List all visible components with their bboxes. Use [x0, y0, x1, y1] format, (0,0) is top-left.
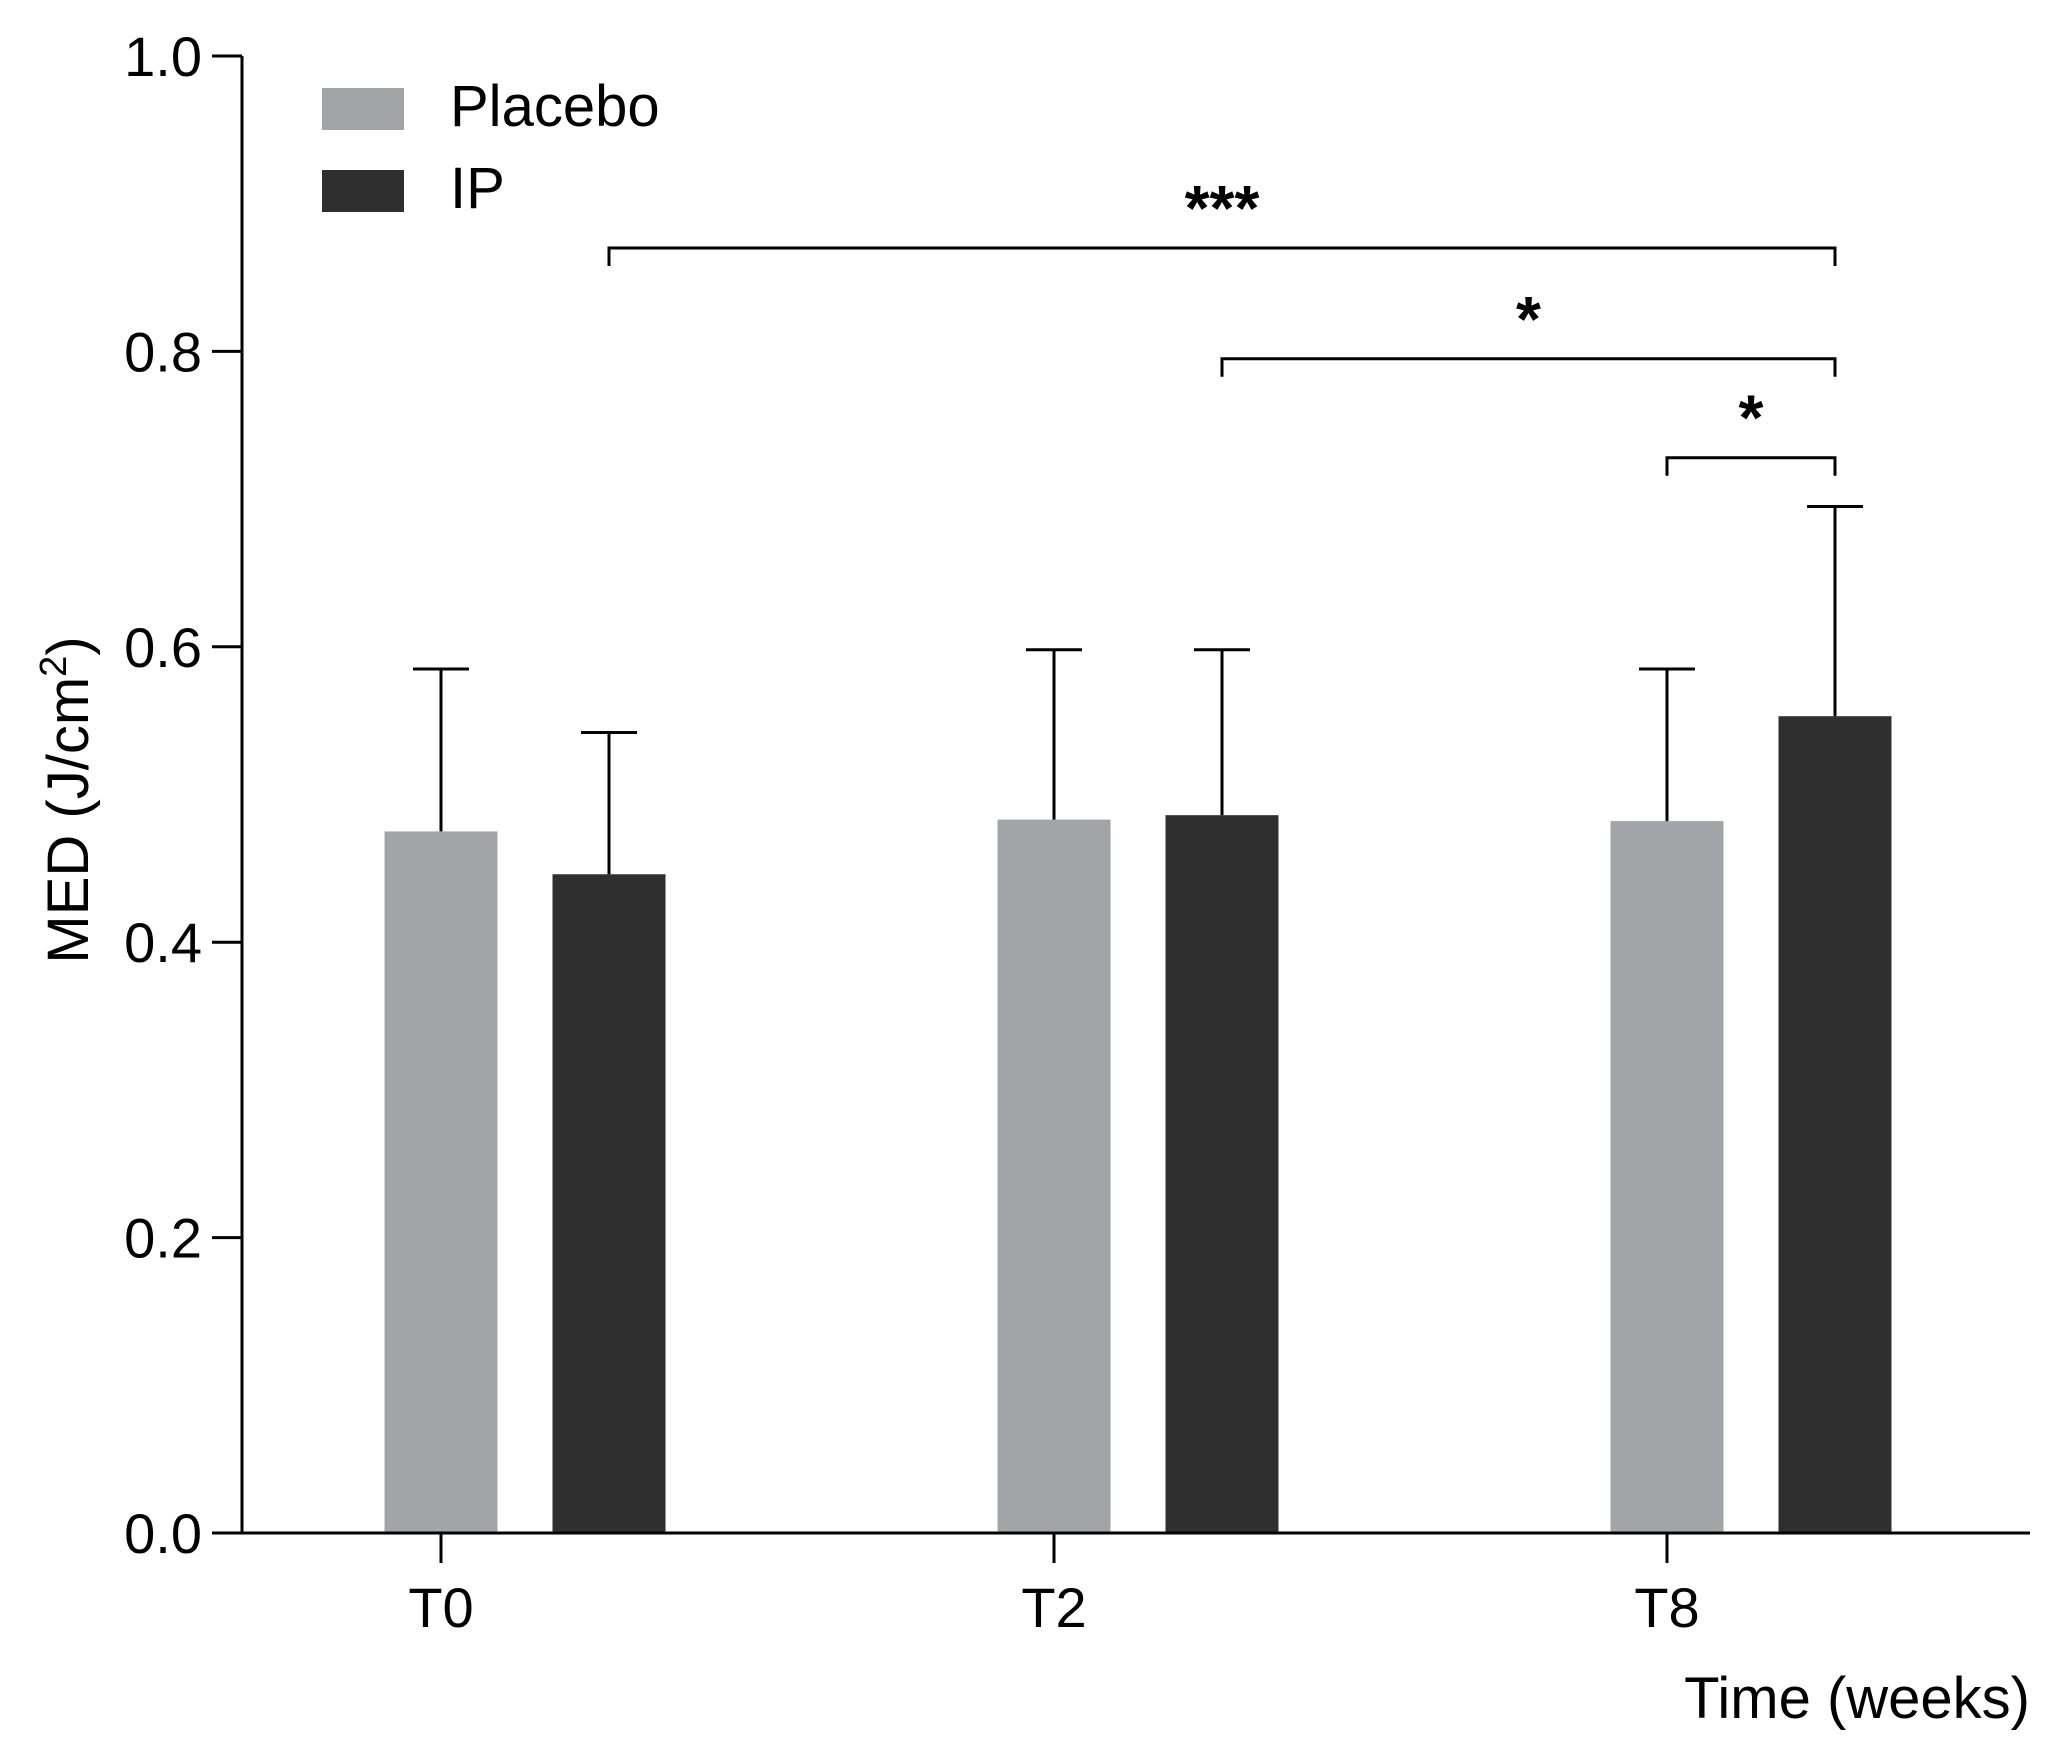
- x-axis-title: Time (weeks): [1684, 1666, 2030, 1731]
- legend: Placebo IP: [322, 74, 660, 221]
- legend-label: IP: [450, 156, 505, 221]
- significance-bracket-line: [1665, 456, 1837, 476]
- significance-label: *: [1516, 283, 1541, 355]
- error-bar-placebo-t2: [1026, 648, 1082, 820]
- significance-layer: *****: [607, 172, 1837, 476]
- y-tick-label: 0.4: [124, 911, 202, 974]
- y-tick-label: 0.6: [124, 616, 202, 679]
- error-bar-ip-t2: [1194, 648, 1250, 816]
- error-bar-placebo-t0: [413, 667, 469, 832]
- bar-ip-t8: [1778, 716, 1892, 1533]
- legend-swatch: [322, 88, 404, 130]
- significance-label: ***: [1185, 172, 1260, 244]
- significance-label: *: [1739, 382, 1764, 454]
- error-bars-layer: [413, 504, 1863, 875]
- legend-label: Placebo: [450, 74, 660, 139]
- bar-ip-t0: [552, 874, 666, 1533]
- significance-bracket-line: [1220, 357, 1837, 377]
- error-bar-placebo-t8: [1639, 667, 1695, 822]
- x-tick-label: T2: [1021, 1576, 1086, 1639]
- y-axis-title-superscript: 2: [33, 656, 75, 677]
- x-tick-label: T8: [1634, 1576, 1699, 1639]
- significance-bracket: *: [1665, 382, 1837, 476]
- significance-bracket: *: [1220, 283, 1837, 377]
- bars-layer: [384, 716, 1892, 1533]
- bar-placebo-t2: [997, 819, 1111, 1533]
- bar-placebo-t8: [1610, 821, 1724, 1533]
- bar-placebo-t0: [384, 831, 498, 1533]
- legend-item-placebo: Placebo: [322, 74, 660, 139]
- significance-bracket: ***: [607, 172, 1837, 267]
- y-axis-title-main: MED (J/cm: [36, 677, 101, 964]
- error-bar-ip-t8: [1807, 504, 1863, 717]
- x-tick-label: T0: [408, 1576, 473, 1639]
- significance-bracket-line: [607, 246, 1837, 267]
- y-tick-label: 0.8: [124, 320, 202, 383]
- y-axis-title: MED (J/cm2): [33, 636, 101, 963]
- error-bar-ip-t0: [581, 730, 637, 875]
- legend-swatch: [322, 170, 404, 212]
- y-tick-label: 0.2: [124, 1207, 202, 1270]
- y-axis-title-close: ): [36, 636, 101, 655]
- legend-item-ip: IP: [322, 156, 505, 221]
- axes-layer: 0.0 0.2 0.4 0.6 0.8 1.0 T0 T2 T8: [124, 25, 2030, 1639]
- bar-ip-t2: [1165, 815, 1279, 1533]
- y-tick-label: 1.0: [124, 25, 202, 88]
- y-tick-label: 0.0: [124, 1502, 202, 1565]
